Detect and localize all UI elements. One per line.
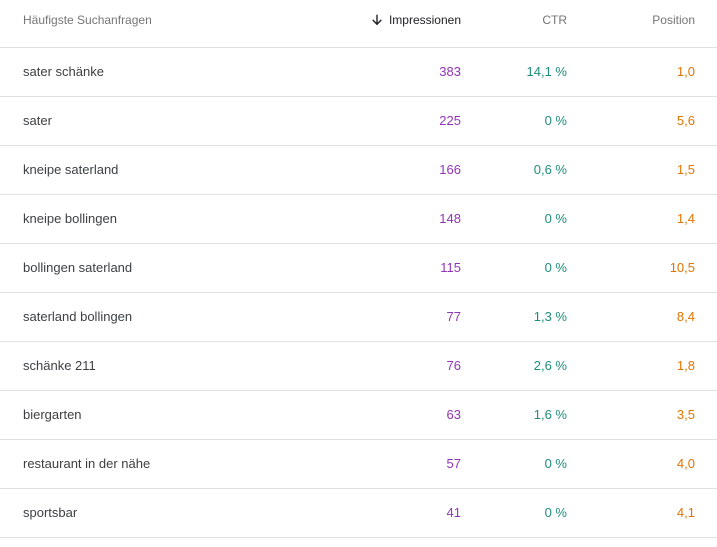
table-row[interactable]: saterland bollingen 77 1,3 % 8,4 <box>0 293 717 342</box>
ctr-cell: 0,6 % <box>533 161 567 177</box>
table-row[interactable]: biergarten 63 1,6 % 3,5 <box>0 391 717 440</box>
impressions-cell: 225 <box>439 112 461 128</box>
impressions-cell: 115 <box>440 259 461 275</box>
impressions-cell: 57 <box>446 455 461 471</box>
ctr-cell: 0 % <box>544 112 567 128</box>
ctr-cell: 0 % <box>544 210 567 226</box>
query-cell: kneipe saterland <box>23 161 119 177</box>
table-row[interactable]: restaurant in der nähe 57 0 % 4,0 <box>0 440 717 489</box>
position-cell: 1,4 <box>676 210 695 226</box>
ctr-cell: 2,6 % <box>533 357 567 373</box>
query-cell: schänke 211 <box>23 357 96 373</box>
position-cell: 5,6 <box>676 112 695 128</box>
impressions-cell: 166 <box>439 161 461 177</box>
impressions-cell: 77 <box>446 308 461 324</box>
ctr-cell: 1,3 % <box>533 308 567 324</box>
ctr-cell: 14,1 % <box>526 63 567 79</box>
arrow-down-icon <box>372 14 382 25</box>
query-cell: bollingen saterland <box>23 259 133 275</box>
table-row[interactable]: kneipe saterland 166 0,6 % 1,5 <box>0 146 717 195</box>
ctr-cell: 0 % <box>544 259 567 275</box>
column-header-position[interactable]: Position <box>652 12 695 27</box>
query-cell: sportsbar <box>23 504 78 520</box>
impressions-cell: 76 <box>446 357 461 373</box>
column-header-impressions-label: Impressionen <box>388 12 461 27</box>
impressions-cell: 41 <box>446 504 461 520</box>
query-cell: restaurant in der nähe <box>23 455 151 471</box>
position-cell: 4,0 <box>676 455 695 471</box>
position-cell: 1,8 <box>676 357 695 373</box>
ctr-cell: 1,6 % <box>533 406 567 422</box>
query-cell: kneipe bollingen <box>23 210 117 226</box>
position-cell: 1,5 <box>676 161 695 177</box>
impressions-cell: 148 <box>439 210 461 226</box>
impressions-cell: 63 <box>446 406 461 422</box>
position-cell: 4,1 <box>676 504 695 520</box>
ctr-cell: 0 % <box>544 504 567 520</box>
table-header-row: Häufigste Suchanfragen Impressionen CTR … <box>0 0 717 48</box>
position-cell: 10,5 <box>669 259 695 275</box>
query-cell: sater schänke <box>23 63 104 79</box>
query-cell: sater <box>23 112 52 128</box>
position-cell: 3,5 <box>676 406 695 422</box>
query-cell: saterland bollingen <box>23 308 133 324</box>
column-header-impressions[interactable]: Impressionen <box>340 13 461 27</box>
table-row[interactable]: sportsbar 41 0 % 4,1 <box>0 489 717 538</box>
position-cell: 1,0 <box>676 63 695 79</box>
query-cell: biergarten <box>23 406 82 422</box>
table-row[interactable]: schänke 211 76 2,6 % 1,8 <box>0 342 717 391</box>
column-header-ctr[interactable]: CTR <box>542 12 567 27</box>
position-cell: 8,4 <box>676 308 695 324</box>
ctr-cell: 0 % <box>544 455 567 471</box>
table-row[interactable]: bollingen saterland 115 0 % 10,5 <box>0 244 717 293</box>
column-header-query[interactable]: Häufigste Suchanfragen <box>23 12 152 27</box>
table-row[interactable]: kneipe bollingen 148 0 % 1,4 <box>0 195 717 244</box>
table-row[interactable]: sater 225 0 % 5,6 <box>0 97 717 146</box>
impressions-cell: 383 <box>439 63 461 79</box>
table-row[interactable]: sater schänke 383 14,1 % 1,0 <box>0 48 717 97</box>
